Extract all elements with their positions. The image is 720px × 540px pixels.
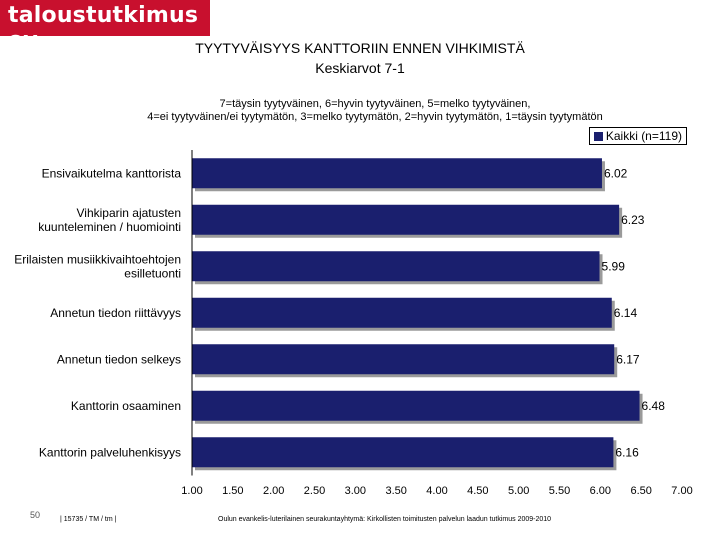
- category-label: Ensivaikutelma kanttorista: [42, 166, 182, 180]
- brand-logo-text: taloustutkimus oy: [8, 3, 199, 53]
- x-tick-label: 4.00: [426, 485, 447, 497]
- bar-value-label: 5.99: [602, 259, 626, 273]
- category-label: Vihkiparin ajatusten: [76, 206, 181, 220]
- bar: [192, 297, 612, 328]
- bar: [192, 344, 615, 375]
- x-tick-label: 6.50: [630, 485, 651, 497]
- category-label: kuunteleminen / huomiointi: [38, 220, 181, 234]
- x-tick-label: 3.00: [345, 485, 366, 497]
- bar-value-label: 6.48: [642, 399, 666, 413]
- x-tick-label: 4.50: [467, 485, 488, 497]
- bar-value-label: 6.16: [615, 445, 639, 459]
- legend: Kaikki (n=119): [588, 127, 687, 145]
- chart-title: TYYTYVÄISYYS KANTTORIIN ENNEN VIHKIMISTÄ: [195, 40, 525, 56]
- x-tick-label: 5.50: [549, 485, 570, 497]
- brand-logo-bar: taloustutkimus oy: [0, 0, 210, 53]
- report-source: Oulun evankelis-luterilainen seurakuntay…: [218, 516, 552, 523]
- bar-value-label: 6.14: [614, 306, 638, 320]
- x-tick-label: 5.00: [508, 485, 529, 497]
- x-tick-label: 7.00: [671, 485, 692, 497]
- bar-value-label: 6.23: [621, 213, 645, 227]
- bar: [192, 204, 620, 235]
- x-tick-label: 1.00: [181, 485, 202, 497]
- category-label: Annetun tiedon selkeys: [57, 352, 181, 366]
- x-tick-label: 1.50: [222, 485, 243, 497]
- category-label: esilletuonti: [124, 266, 181, 280]
- bar-value-label: 6.17: [616, 352, 640, 366]
- scale-note-line-1: 7=täysin tyytyväinen, 6=hyvin tyytyväine…: [219, 98, 531, 110]
- legend-label: Kaikki (n=119): [605, 129, 682, 143]
- report-code: | 15735 / TM / tm |: [60, 516, 117, 523]
- chart-subtitle: Keskiarvot 7-1: [315, 60, 405, 76]
- x-tick-label: 2.00: [263, 485, 284, 497]
- x-tick-label: 6.00: [590, 485, 611, 497]
- x-tick-label: 3.50: [385, 485, 406, 497]
- scale-note-line-2: 4=ei tyytyväinen/ei tyytymätön, 3=melko …: [147, 111, 603, 123]
- bar: [192, 158, 602, 189]
- x-tick-label: 2.50: [304, 485, 325, 497]
- bar: [192, 251, 600, 282]
- page-number: 50: [30, 510, 41, 520]
- category-label: Annetun tiedon riittävyys: [50, 306, 181, 320]
- bar-value-label: 6.02: [604, 166, 628, 180]
- bar: [192, 437, 614, 468]
- category-label: Kanttorin osaaminen: [71, 399, 181, 413]
- category-label: Kanttorin palveluhenkisyys: [39, 445, 181, 459]
- category-label: Erilaisten musiikkivaihtoehtojen: [14, 252, 181, 266]
- legend-swatch: [593, 131, 603, 141]
- bar: [192, 390, 640, 421]
